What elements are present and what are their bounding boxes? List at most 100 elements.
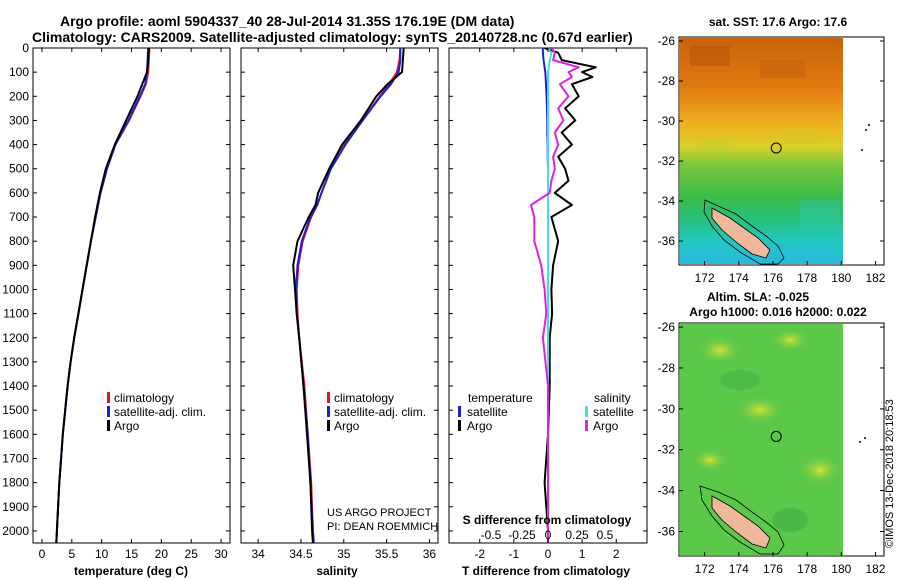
sla-map-panel: Altim. SLA: -0.025 Argo h1000: 0.016 h20… <box>658 290 886 576</box>
sla-texture <box>692 328 842 532</box>
depth-tick-label: 1600 <box>2 427 29 441</box>
legend-swatch-climatology <box>107 392 110 403</box>
map-y-tick-label: -28 <box>658 74 676 88</box>
depth-tick-label: 1700 <box>2 451 29 465</box>
map-y-tick-label: -26 <box>658 320 676 334</box>
credit-project: US ARGO PROJECT <box>327 507 432 519</box>
map-x-tick-label: 178 <box>797 271 817 285</box>
x-tick-label: 1 <box>579 547 586 561</box>
map-y-tick-label: -30 <box>658 114 676 128</box>
map-x-tick-label: 174 <box>729 562 749 576</box>
legend-swatch-argo <box>107 420 110 431</box>
x-tick-label: -1 <box>509 547 520 561</box>
sla-coastline <box>699 437 866 555</box>
legend-label-argo: Argo <box>334 419 360 433</box>
map-x-tick-label: 180 <box>831 271 851 285</box>
header-line2: Climatology: CARS2009. Satellite-adjuste… <box>32 29 633 45</box>
sla-map-subtitle: Argo h1000: 0.016 h2000: 0.022 <box>689 305 867 319</box>
map-x-tick-label: 182 <box>865 562 885 576</box>
x-tick-label: 35.5 <box>375 547 399 561</box>
sla-map-title: Altim. SLA: -0.025 <box>707 290 809 304</box>
secondary-x-tick-label: -0.25 <box>508 528 536 542</box>
depth-tick-label: 600 <box>9 186 29 200</box>
legend-swatch-satellite <box>107 406 110 417</box>
depth-tick-label: 700 <box>9 210 29 224</box>
depth-tick-label: 300 <box>9 113 29 127</box>
map-y-tick-label: -34 <box>658 194 676 208</box>
map-x-tick-label: 172 <box>695 562 715 576</box>
series-salinity-satellite <box>547 48 553 543</box>
salinity-xlabel: salinity <box>316 564 358 578</box>
legend-title-temperature: temperature <box>468 391 533 405</box>
depth-tick-label: 1300 <box>2 355 29 369</box>
legend-label-argo: Argo <box>114 419 140 433</box>
legend-swatch-argo <box>327 420 330 431</box>
sst-field <box>680 38 843 264</box>
depth-tick-label: 2000 <box>2 524 29 538</box>
depth-tick-label: 900 <box>9 258 29 272</box>
secondary-x-tick-label: -0.5 <box>481 528 502 542</box>
sst-map-title: sat. SST: 17.6 Argo: 17.6 <box>709 15 848 29</box>
depth-tick-label: 1000 <box>2 282 29 296</box>
depth-tick-label: 1800 <box>2 476 29 490</box>
argo-position-marker <box>770 430 782 442</box>
difference-legend: temperature satellite Argo salinity sate… <box>458 391 634 433</box>
legend-label-sal-argo: Argo <box>593 419 619 433</box>
x-tick-label: 25 <box>185 547 199 561</box>
sst-texture <box>690 46 840 230</box>
depth-tick-label: 200 <box>9 89 29 103</box>
x-tick-label: 5 <box>68 547 75 561</box>
x-tick-label: 20 <box>155 547 169 561</box>
map-y-tick-label: -32 <box>658 443 676 457</box>
difference-panel: -2 -1 0 1 2 -0.5 -0.25 0 0.25 0.5 S difference f… <box>448 47 648 578</box>
depth-tick-label: 500 <box>9 162 29 176</box>
legend-label-satellite: satellite-adj. clim. <box>114 405 206 419</box>
temperature-plot-frame <box>32 47 231 544</box>
depth-tick-label: 800 <box>9 234 29 248</box>
credit-pi: PI: DEAN ROEMMICH <box>327 521 438 533</box>
depth-tick-label: 1200 <box>2 331 29 345</box>
temperature-legend: climatology satellite-adj. clim. Argo <box>107 391 206 433</box>
x-tick-label: 0 <box>545 547 552 561</box>
map-y-tick-label: -30 <box>658 402 676 416</box>
map-y-tick-label: -36 <box>658 524 676 538</box>
x-tick-label: 36 <box>423 547 437 561</box>
side-stamp: ©IMOS 13-Dec-2018 20:18:53 <box>884 399 896 548</box>
map-y-tick-label: -32 <box>658 154 676 168</box>
sla-field <box>680 324 843 555</box>
depth-tick-label: 0 <box>22 41 29 55</box>
difference-xlabel: T difference from climatology <box>462 564 630 578</box>
secondary-x-tick-label: 0.25 <box>565 528 589 542</box>
header-line1: Argo profile: aoml 5904337_40 28-Jul-201… <box>60 13 514 29</box>
legend-swatch-satellite <box>327 406 330 417</box>
sst-coastline <box>703 124 870 265</box>
legend-swatch-sal-satellite <box>585 406 588 417</box>
depth-tick-label: 1500 <box>2 403 29 417</box>
temperature-panel: 0100200300400500600700800900100011001200… <box>2 41 231 578</box>
legend-label-satellite: satellite-adj. clim. <box>334 405 426 419</box>
series-argo <box>292 48 405 543</box>
map-x-tick-label: 176 <box>763 271 783 285</box>
depth-tick-label: 400 <box>9 138 29 152</box>
temperature-xlabel: temperature (deg C) <box>74 564 188 578</box>
x-tick-label: 0 <box>39 547 46 561</box>
map-y-tick-label: -28 <box>658 361 676 375</box>
map-y-tick-label: -34 <box>658 484 676 498</box>
depth-tick-label: 100 <box>9 65 29 79</box>
legend-swatch-temp-satellite <box>458 406 461 417</box>
legend-swatch-sal-argo <box>585 420 588 431</box>
legend-label-climatology: climatology <box>114 391 174 405</box>
salinity-plot-frame <box>240 47 439 544</box>
secondary-x-tick-label: 0 <box>545 528 552 542</box>
map-y-tick-label: -36 <box>658 234 676 248</box>
depth-tick-label: 1100 <box>3 307 29 321</box>
legend-swatch-temp-argo <box>458 420 461 431</box>
x-tick-label: 34.5 <box>289 547 313 561</box>
x-tick-label: 30 <box>214 547 228 561</box>
map-x-tick-label: 174 <box>729 271 749 285</box>
secondary-x-tick-label: 0.5 <box>597 528 614 542</box>
map-x-tick-label: 176 <box>763 562 783 576</box>
depth-tick-label: 1900 <box>2 500 29 514</box>
series-temperature-argo <box>543 48 597 543</box>
